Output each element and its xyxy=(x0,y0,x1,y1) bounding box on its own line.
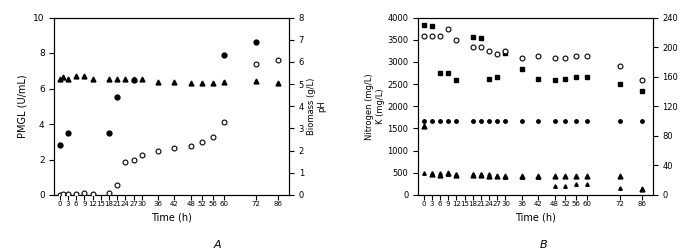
Y-axis label: Biomass (g/L)
pH: Biomass (g/L) pH xyxy=(307,78,326,135)
X-axis label: Time (h): Time (h) xyxy=(151,213,192,223)
Y-axis label: PMGL (U/mL): PMGL (U/mL) xyxy=(18,74,28,138)
Y-axis label: Nitrogen (mg/L)
K (mg/L): Nitrogen (mg/L) K (mg/L) xyxy=(365,73,384,140)
X-axis label: Time (h): Time (h) xyxy=(515,213,556,223)
Text: A: A xyxy=(214,240,222,250)
Text: B: B xyxy=(540,240,548,250)
